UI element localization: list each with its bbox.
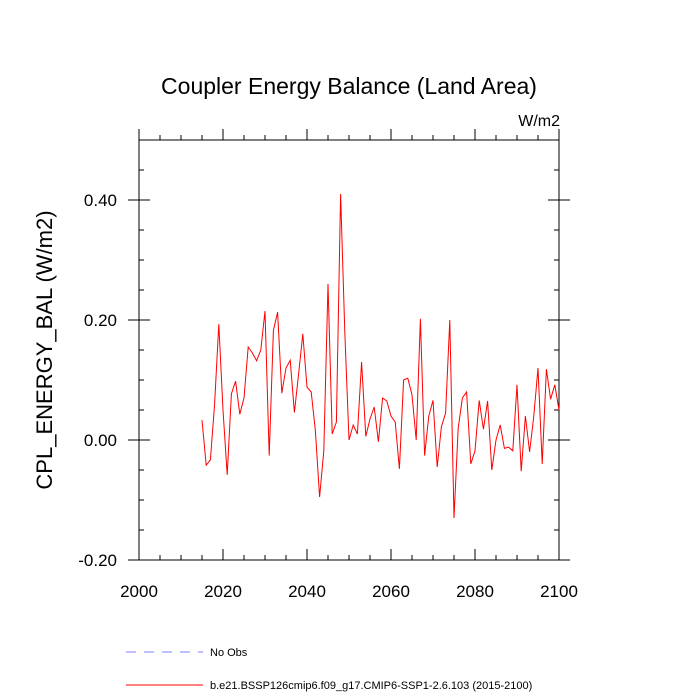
y-tick-label: 0.20	[84, 311, 117, 330]
y-tick-label: 0.00	[84, 431, 117, 450]
chart-title: Coupler Energy Balance (Land Area)	[161, 73, 537, 99]
legend-label-model: b.e21.BSSP126cmip6.f09_g17.CMIP6-SSP1-2.…	[210, 680, 532, 692]
x-tick-label: 2040	[288, 582, 326, 601]
axis-ticks	[128, 129, 570, 561]
y-axis-label: CPL_ENERGY_BAL (W/m2)	[32, 210, 57, 489]
units-label: W/m2	[518, 113, 560, 130]
x-tick-label: 2020	[204, 582, 242, 601]
x-tick-label: 2080	[456, 582, 494, 601]
legend-label-no-obs: No Obs	[210, 647, 248, 659]
y-tick-label: -0.20	[78, 551, 117, 570]
x-tick-label: 2100	[540, 582, 578, 601]
axis-tick-labels: 2000 2020 2040 2060 2080 2100 -0.20 0.00 0.20 0.4…	[78, 191, 578, 601]
x-tick-label: 2000	[120, 582, 158, 601]
series-line-model	[201, 193, 560, 519]
series-group	[201, 193, 560, 519]
plot-frame	[138, 139, 560, 561]
legend: No Obs b.e21.BSSP126cmip6.f09_g17.CMIP6-…	[126, 647, 532, 692]
y-tick-label: 0.40	[84, 191, 117, 210]
x-tick-label: 2060	[372, 582, 410, 601]
